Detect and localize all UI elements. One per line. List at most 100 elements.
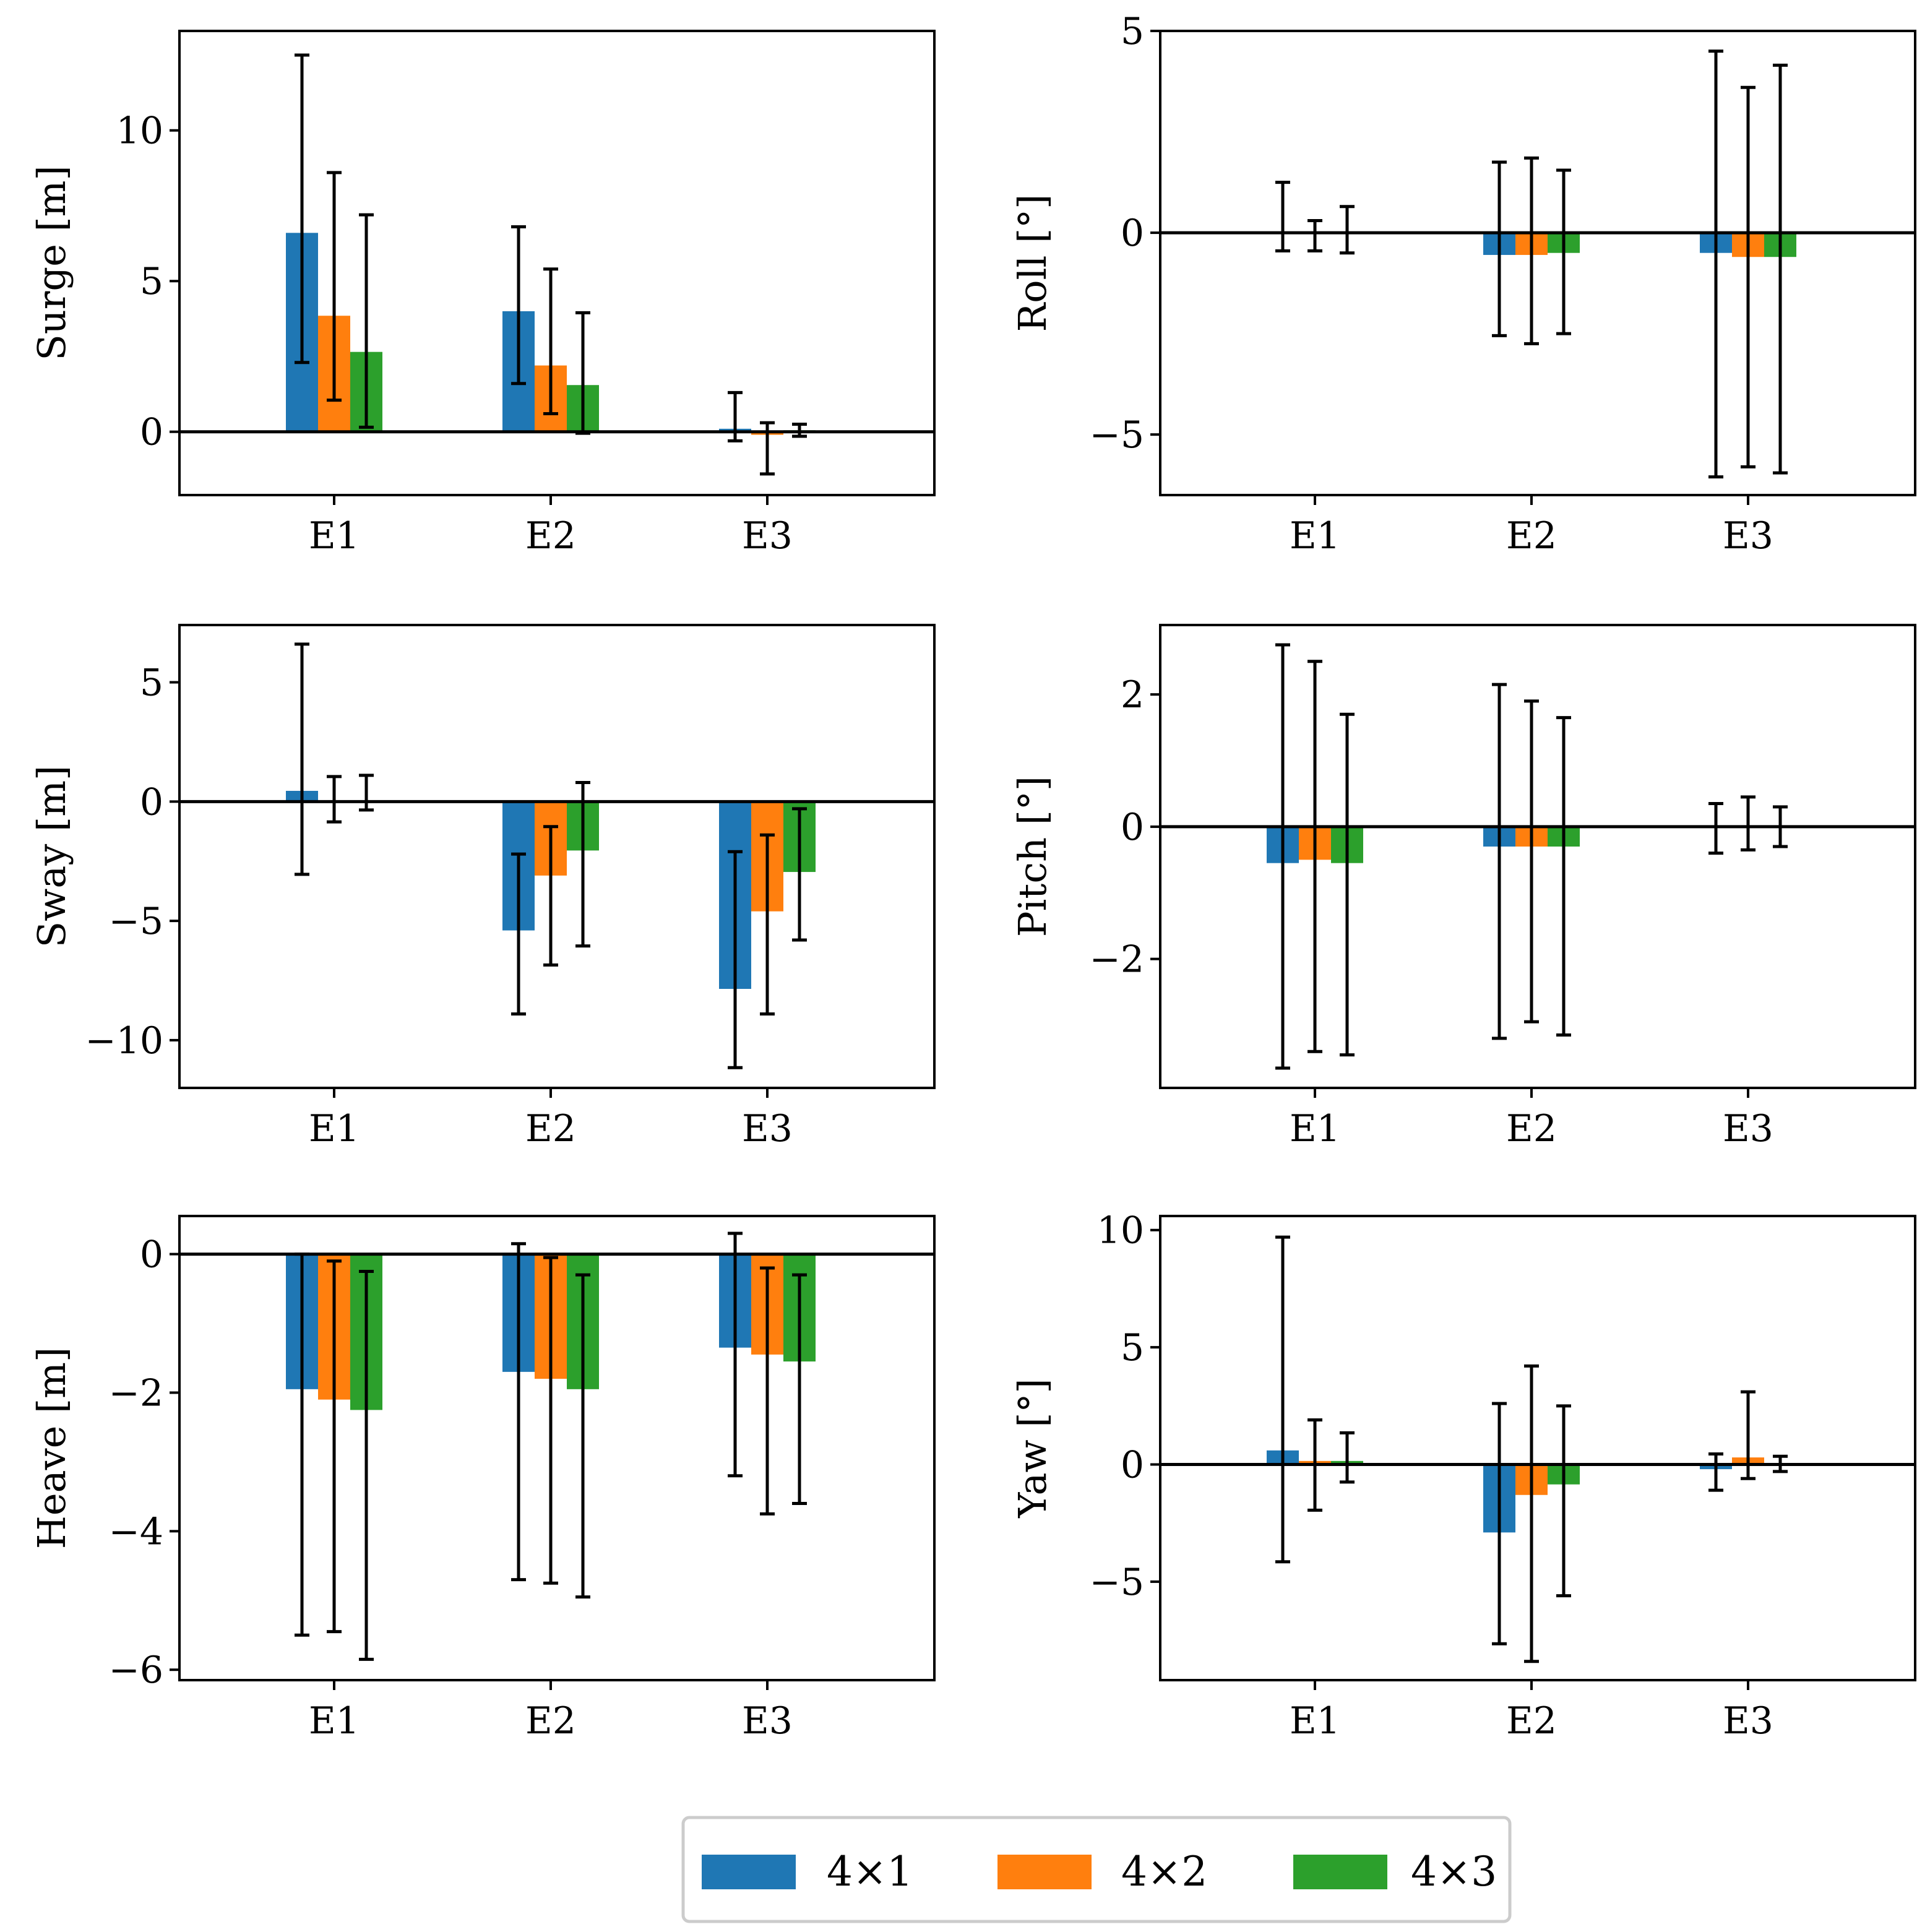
heave-errorbar-E3-s2 (760, 1266, 775, 1516)
sway-errorbar-E2-s3 (575, 780, 590, 948)
roll-ytick-label: 5 (1121, 10, 1144, 53)
sway-ytick-label: 0 (140, 780, 163, 824)
yaw-ytick-label: 5 (1121, 1326, 1144, 1369)
sway-errorbar-E2-s2 (543, 825, 558, 967)
surge-errorbar-E3-s1 (728, 390, 743, 442)
yaw-ytick-label: −5 (1090, 1561, 1144, 1604)
yaw-errorbar-E3-s3 (1773, 1454, 1788, 1473)
surge-xtick-label-E2: E2 (525, 514, 576, 558)
legend-label-4x2: 4×2 (1121, 1848, 1207, 1895)
sway-errorbar-E1-s1 (295, 642, 309, 876)
yaw-errorbar-E2-s2 (1524, 1364, 1539, 1663)
roll-plot-area (1160, 50, 1915, 479)
sway-ytick-label: 5 (140, 662, 163, 705)
roll-ylabel: Roll [°] (1010, 194, 1055, 332)
pitch-ytick-label: 2 (1121, 673, 1144, 717)
roll-xtick-label-E1: E1 (1290, 514, 1340, 558)
yaw-errorbar-E1-s1 (1275, 1235, 1290, 1564)
yaw-errorbar-E2-s3 (1556, 1404, 1571, 1598)
yaw-errorbar-E3-s2 (1741, 1390, 1756, 1480)
legend-label-4x1: 4×1 (827, 1848, 913, 1895)
yaw-xtick-label-E2: E2 (1506, 1699, 1557, 1743)
surge-errorbar-E3-s3 (792, 423, 807, 438)
heave-xtick-label-E1: E1 (309, 1699, 360, 1743)
pitch-errorbar-E3-s2 (1741, 795, 1756, 852)
panel-yaw: −5 0 5 10 E1 E2 E3 Yaw [°] (1010, 1209, 1916, 1743)
sway-xtick-label-E1: E1 (309, 1107, 360, 1150)
roll-errorbar-E1-s1 (1275, 181, 1290, 252)
roll-errorbar-E2-s1 (1492, 160, 1507, 337)
surge-xtick-label-E3: E3 (742, 514, 793, 558)
yaw-ylabel: Yaw [°] (1010, 1378, 1055, 1518)
surge-errorbar-E2-s1 (511, 225, 526, 386)
heave-plot-area (179, 1231, 934, 1661)
pitch-ytick-label: 0 (1121, 806, 1144, 849)
heave-errorbar-E2-s3 (575, 1273, 590, 1599)
heave-axes-frame (178, 1215, 936, 1681)
roll-errorbar-E2-s2 (1524, 156, 1539, 345)
panel-surge: 0 5 10 E1 E2 E3 Surge [m] (29, 30, 936, 558)
sway-ytick-label: −5 (109, 900, 163, 943)
roll-errorbar-E1-s2 (1307, 219, 1322, 252)
heave-errorbar-E1-s1 (295, 1253, 309, 1637)
surge-axes-frame (178, 30, 936, 496)
yaw-errorbar-E3-s1 (1708, 1452, 1723, 1492)
heave-ytick-label: −2 (109, 1371, 163, 1415)
sway-errorbar-E1-s3 (359, 774, 374, 812)
surge-ytick-label: 5 (140, 260, 163, 303)
surge-ytick-label: 10 (116, 110, 163, 153)
surge-ylabel: Surge [m] (29, 165, 74, 360)
panel-sway: −10 −5 0 5 E1 E2 E3 Sway [m] (29, 624, 936, 1150)
yaw-xtick-label-E3: E3 (1723, 1699, 1773, 1743)
pitch-errorbar-E2-s2 (1524, 699, 1539, 1024)
yaw-ytick-label: 0 (1121, 1444, 1144, 1487)
heave-errorbar-E3-s3 (792, 1273, 807, 1506)
roll-ytick-label: 0 (1121, 212, 1144, 255)
legend-swatch-4x1 (702, 1855, 796, 1889)
heave-ytick-label: −6 (109, 1649, 163, 1692)
panel-heave: −6 −4 −2 0 E1 E2 E3 Heave [m] (29, 1215, 936, 1743)
sway-axes-frame (178, 624, 936, 1089)
pitch-errorbar-E3-s3 (1773, 805, 1788, 848)
roll-xtick-label-E3: E3 (1723, 514, 1773, 558)
sway-errorbar-E3-s3 (792, 807, 807, 942)
roll-errorbar-E2-s3 (1556, 168, 1571, 335)
legend-frame (681, 1816, 1512, 1923)
heave-ylabel: Heave [m] (29, 1347, 74, 1549)
heave-xtick-label-E2: E2 (525, 1699, 576, 1743)
heave-errorbar-E3-s1 (728, 1231, 743, 1478)
pitch-xtick-label-E2: E2 (1506, 1107, 1557, 1150)
yaw-errorbar-E1-s2 (1307, 1418, 1322, 1512)
yaw-plot-area (1160, 1235, 1915, 1663)
legend-label-4x3: 4×3 (1411, 1848, 1497, 1895)
heave-errorbar-E2-s1 (511, 1242, 526, 1582)
pitch-plot-area (1160, 643, 1915, 1070)
pitch-xtick-label-E1: E1 (1290, 1107, 1340, 1150)
pitch-ytick-label: −2 (1090, 938, 1144, 981)
surge-plot-area (179, 53, 934, 476)
sway-errorbar-E3-s1 (728, 850, 743, 1069)
surge-errorbar-E1-s3 (359, 213, 374, 429)
sway-ylabel: Sway [m] (29, 765, 74, 947)
pitch-axes-frame (1159, 624, 1916, 1089)
heave-errorbar-E2-s2 (543, 1256, 558, 1585)
legend-swatch-4x3 (1293, 1855, 1387, 1889)
legend: 4×1 4×2 4×3 (681, 1816, 1512, 1923)
heave-ytick-label: 0 (140, 1233, 163, 1277)
sway-errorbar-E2-s1 (511, 852, 526, 1016)
panel-pitch: −2 0 2 E1 E2 E3 Pitch [°] (1010, 624, 1916, 1150)
surge-errorbar-E3-s2 (760, 421, 775, 476)
surge-errorbar-E1-s1 (295, 53, 309, 364)
pitch-xtick-label-E3: E3 (1723, 1107, 1773, 1150)
surge-errorbar-E2-s3 (575, 311, 590, 435)
pitch-errorbar-E1-s2 (1307, 660, 1322, 1053)
yaw-xtick-label-E1: E1 (1290, 1699, 1340, 1743)
yaw-ytick-label: 10 (1097, 1209, 1144, 1253)
sway-errorbar-E1-s2 (327, 775, 342, 824)
pitch-ylabel: Pitch [°] (1010, 776, 1055, 937)
sway-xtick-label-E2: E2 (525, 1107, 576, 1150)
heave-errorbar-E1-s2 (327, 1259, 342, 1634)
roll-ytick-label: −5 (1090, 413, 1144, 457)
heave-xtick-label-E3: E3 (742, 1699, 793, 1743)
